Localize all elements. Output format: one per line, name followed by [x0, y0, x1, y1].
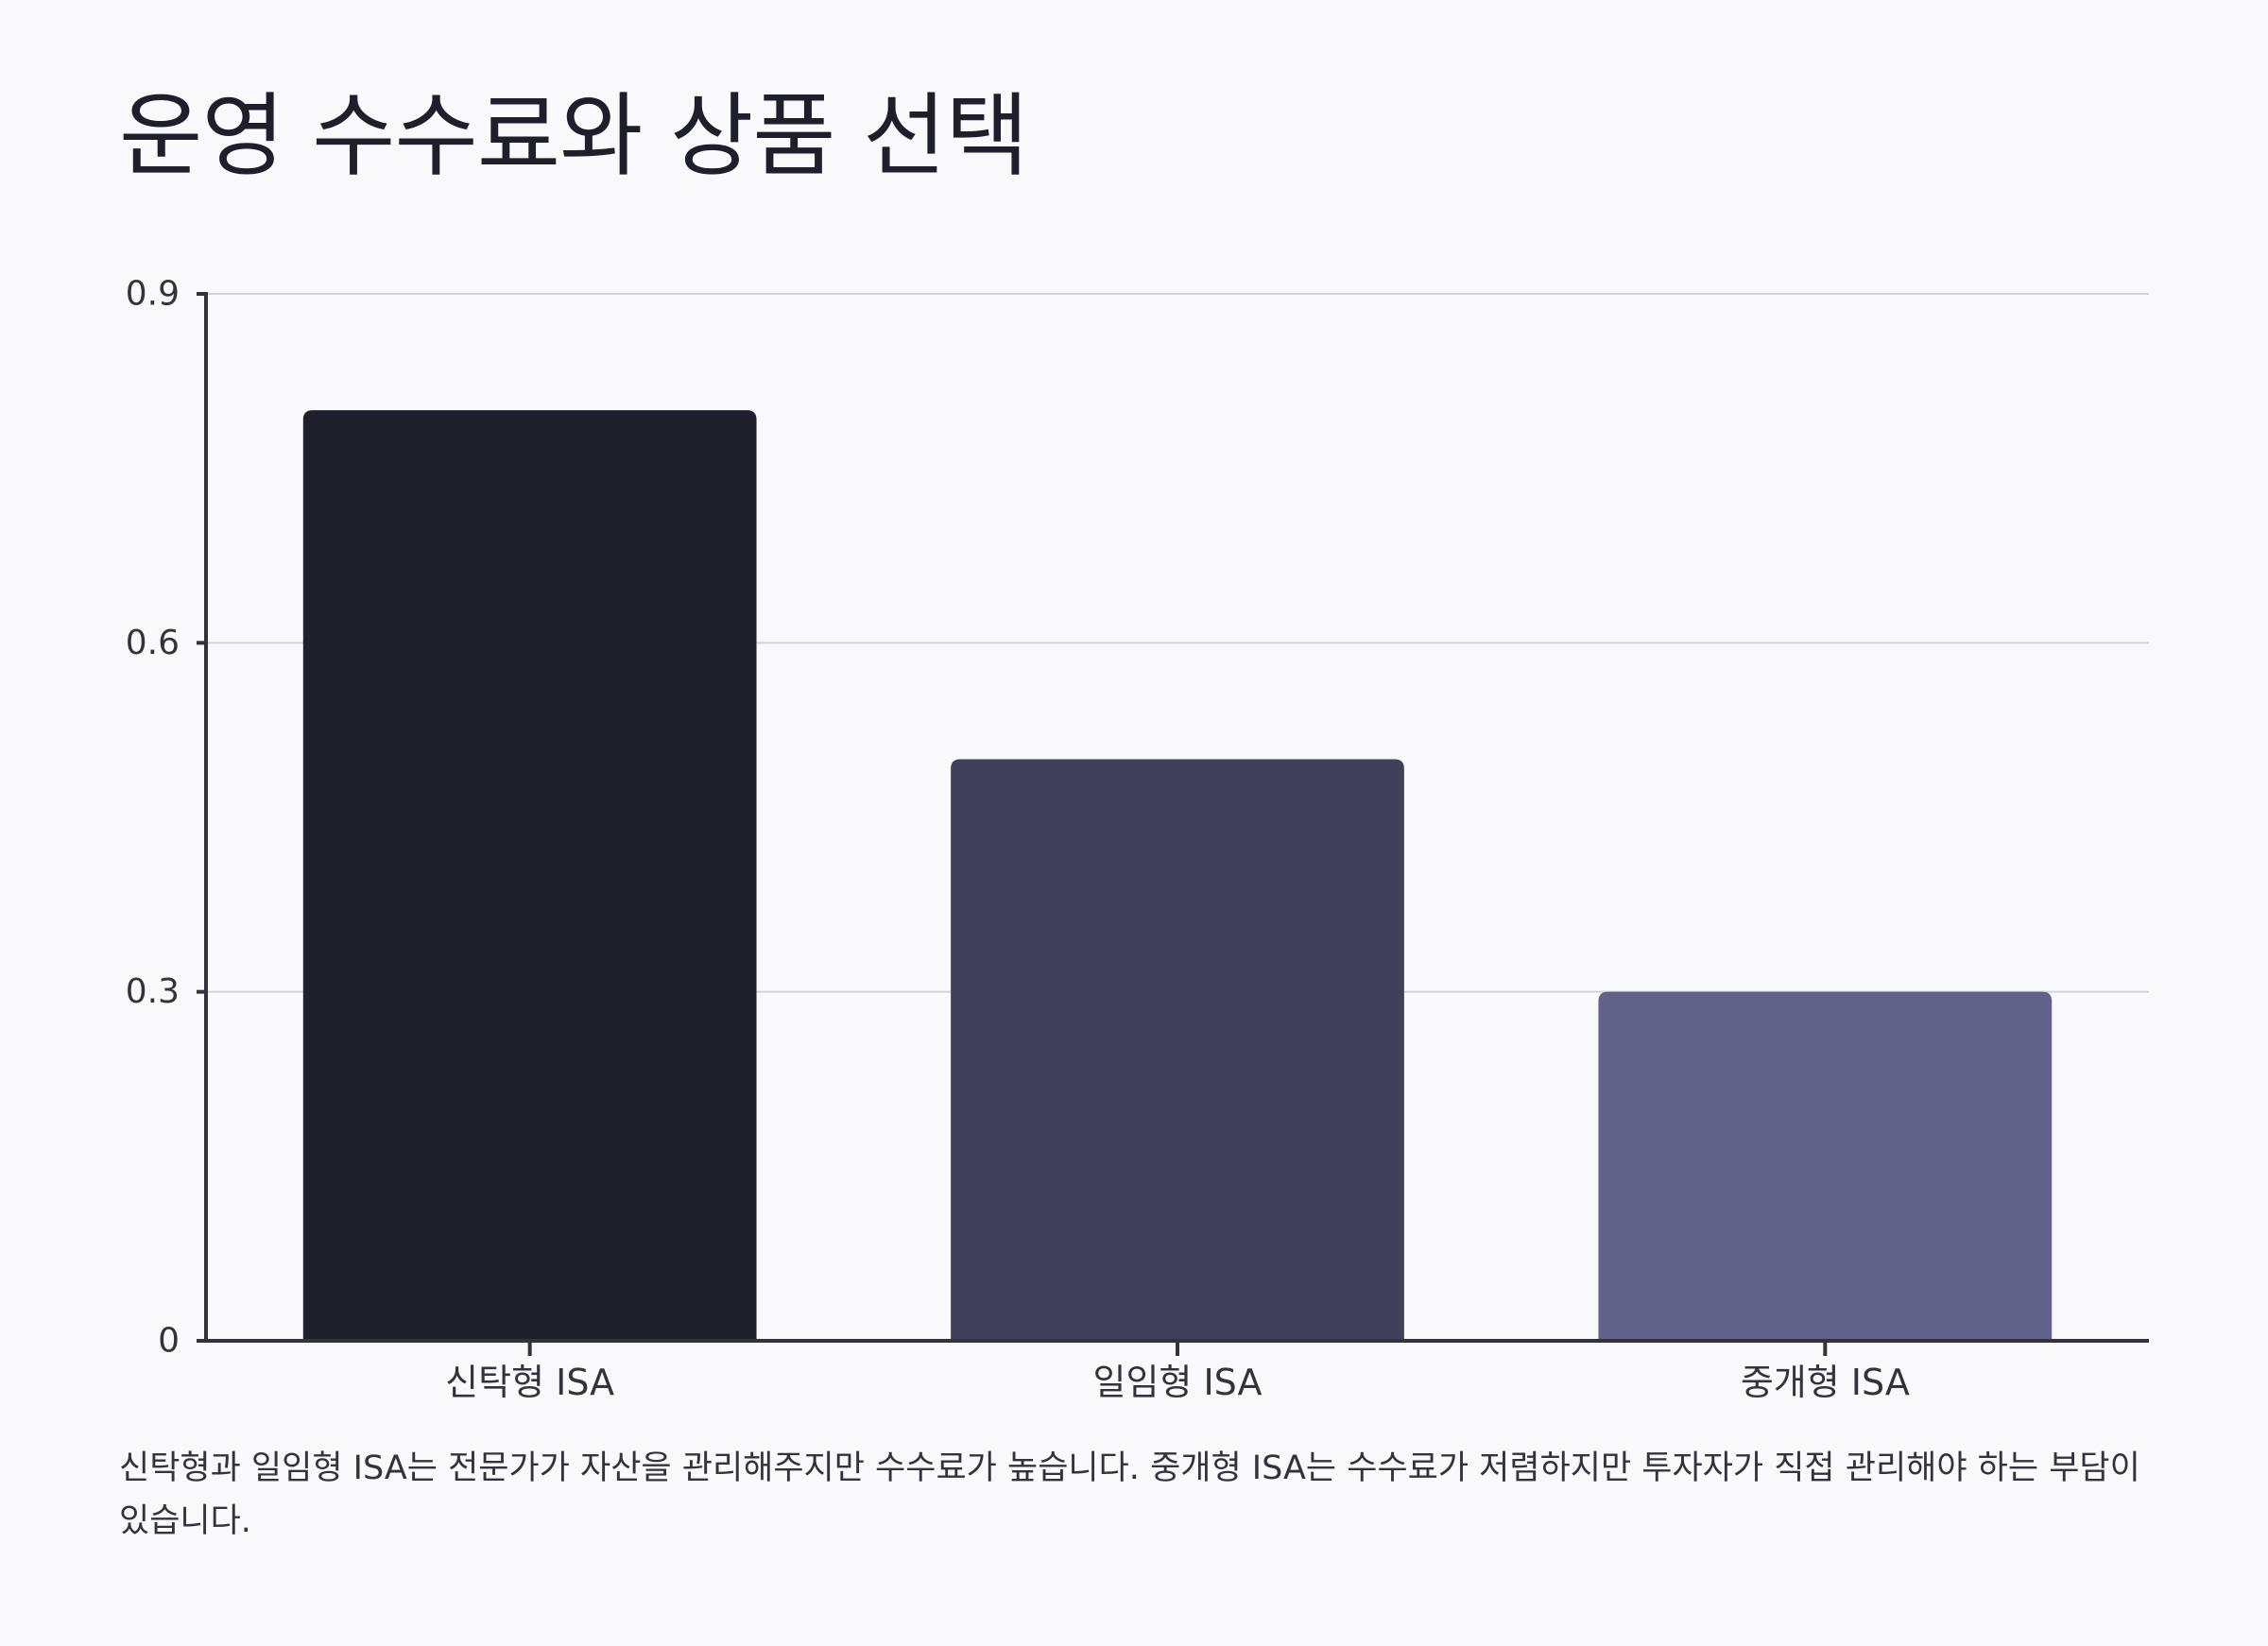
- bars: [302, 410, 2053, 1342]
- x-tick-label: 일임형 ISA: [1093, 1362, 1263, 1403]
- y-tick-label: 0.3: [126, 972, 180, 1011]
- x-tick-label: 중개형 ISA: [1741, 1362, 1910, 1403]
- bar: [302, 410, 757, 1342]
- chart-title: 운영 수수료와 상품 선택: [119, 83, 1029, 189]
- bar: [951, 759, 1404, 1341]
- x-axis-ticks: 신탁형 ISA 일임형 ISA 중개형 ISA: [445, 1341, 1910, 1403]
- y-tick-label: 0: [158, 1322, 180, 1361]
- bar: [1598, 991, 2053, 1341]
- y-axis-ticks: 0 0.3 0.6 0.9: [126, 275, 206, 1361]
- chart-caption: 신탁형과 일임형 ISA는 전문가가 자산을 관리해주지만 수수료가 높습니다.…: [119, 1449, 2140, 1540]
- y-tick-label: 0.9: [126, 275, 180, 314]
- y-tick-label: 0.6: [126, 624, 180, 662]
- x-tick-label: 신탁형 ISA: [445, 1362, 614, 1403]
